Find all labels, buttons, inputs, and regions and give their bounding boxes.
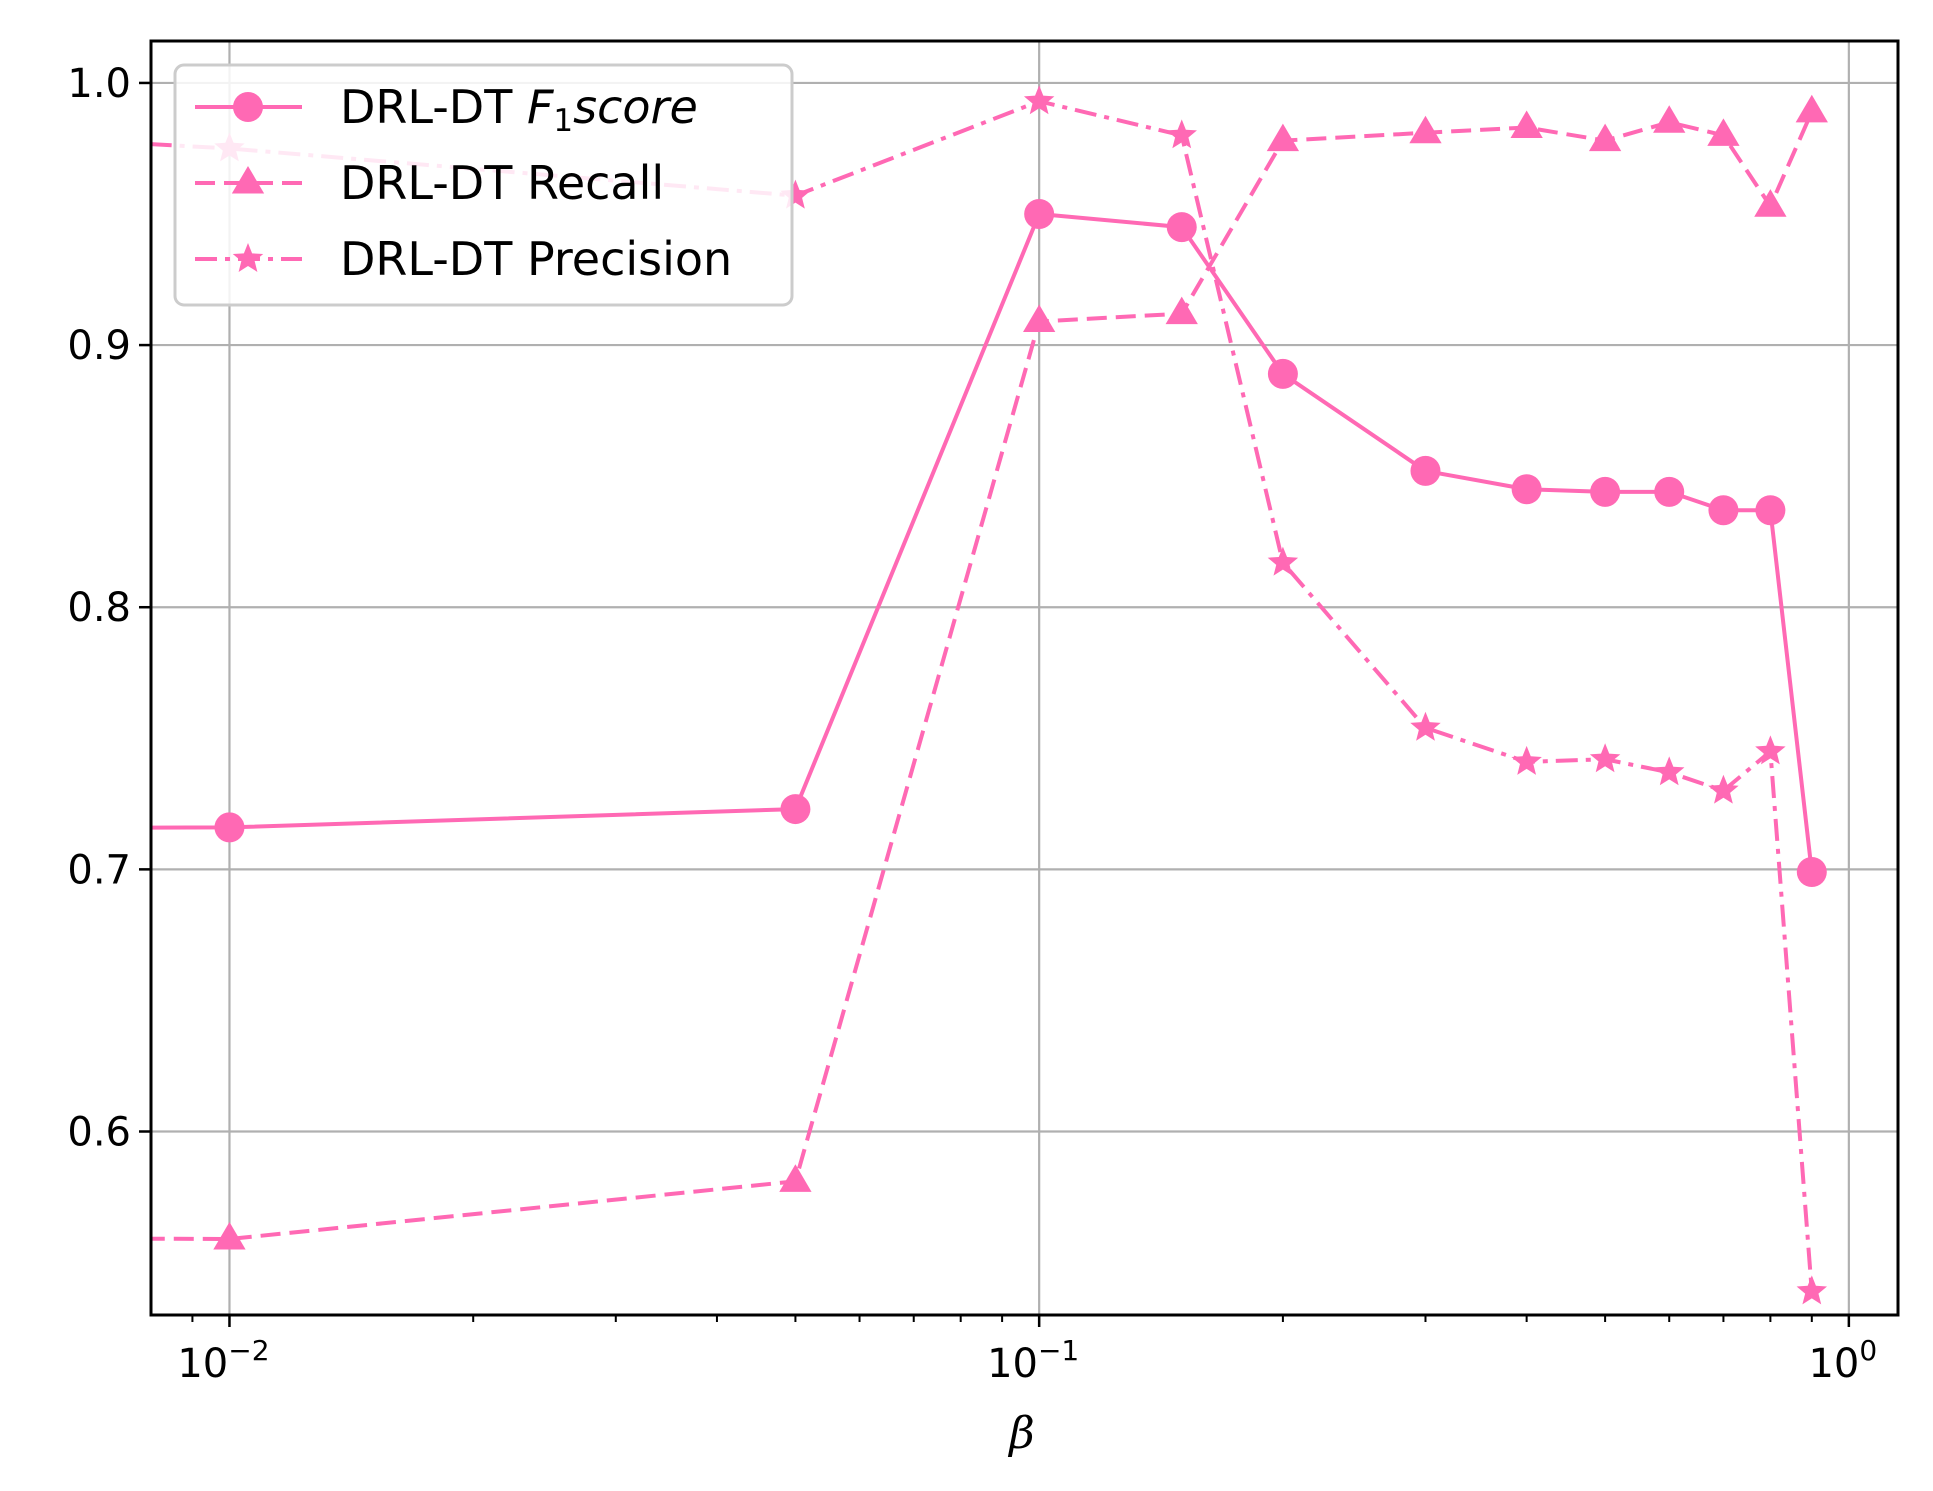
x-tick-base: 10 [987,1341,1038,1387]
legend-math-subscript: 1 [553,103,573,139]
y-tick-label: 0.7 [67,847,131,893]
legend-marker [233,92,263,122]
y-tick-label: 0.8 [67,585,131,631]
data-point [1166,119,1197,149]
data-point [1654,476,1685,507]
data-point [1654,756,1685,786]
data-point [1165,296,1198,325]
x-tick-exponent: −1 [1038,1334,1079,1367]
data-point [1023,304,1056,333]
legend-label-text: DRL-DT [340,80,527,134]
data-point [1266,123,1300,152]
plot-frame [149,39,1900,1317]
data-point [1410,455,1441,486]
data-point [1588,123,1622,152]
x-tick-label: 10−1 [987,1334,1079,1387]
data-point [1267,358,1298,389]
data-point [1707,118,1740,146]
data-point [1708,495,1739,526]
legend-box [173,63,794,307]
legend-label: DRL-DT Precision [340,232,732,286]
data-point [1410,711,1441,741]
data-point [779,1164,812,1192]
data-point [1589,743,1621,773]
data-point [780,794,811,825]
x-axis-label: β [1007,1408,1034,1459]
data-point [213,1221,246,1250]
x-tick-base: 10 [177,1341,228,1387]
series-line [151,212,1814,873]
data-point [1795,94,1828,123]
legend-label: DRL-DT Recall [340,156,664,210]
series-triangle [151,94,1828,1250]
data-point [1755,735,1786,765]
data-point [1510,110,1543,139]
series-layer [151,85,1828,1305]
x-tick-label: 100 [1808,1334,1877,1387]
x-tick-base: 10 [1808,1341,1859,1387]
data-point [1708,774,1739,804]
data-point [1754,189,1787,217]
data-point [1267,546,1299,576]
x-tick-exponent: −2 [228,1334,269,1367]
data-point [1023,85,1055,115]
data-point [1409,115,1442,144]
data-point [1024,199,1055,230]
legend-label: DRL-DT F1score [340,80,698,139]
y-tick-label: 1.0 [67,61,131,107]
legend-label-text: DRL-DT Recall [340,156,664,210]
x-tick-label: 10−2 [177,1334,269,1387]
legend-math-rest: score [573,80,698,134]
x-tick-exponent: 0 [1859,1334,1877,1367]
data-point [214,812,245,843]
data-point [1796,856,1827,887]
series-circle [151,199,1827,887]
legend: DRL-DT F1score DRL-DT Recall DRL-DT Precis… [173,63,794,307]
data-point [1590,476,1621,507]
data-point [1511,745,1542,775]
legend-math-base: F [527,80,554,134]
legend-label-text: DRL-DT Precision [340,232,732,286]
data-point [1511,474,1542,505]
data-point [780,179,811,209]
data-point [1653,105,1686,133]
axis-ticks: 0.60.70.80.91.010−2 10−1 100 [67,61,1877,1387]
data-point [1755,495,1786,526]
legend-marker [232,243,264,272]
y-tick-label: 0.9 [67,323,131,369]
legend-marker [231,166,265,194]
data-point [1796,1275,1828,1305]
y-tick-label: 0.6 [67,1110,131,1156]
data-point [1166,212,1197,243]
